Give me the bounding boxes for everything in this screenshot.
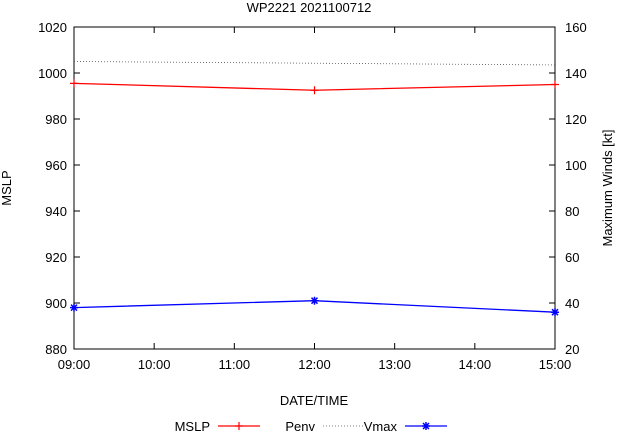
y2-axis-label: Maximum Winds [kt] bbox=[600, 129, 615, 246]
data-point bbox=[551, 80, 559, 89]
y2-tick-label: 80 bbox=[565, 204, 579, 219]
series-layer bbox=[70, 61, 559, 317]
y2-tick-label: 20 bbox=[565, 342, 579, 357]
x-tick-label: 12:00 bbox=[298, 357, 331, 372]
y2-tick-label: 120 bbox=[565, 112, 587, 127]
x-tick-label: 10:00 bbox=[138, 357, 171, 372]
y2-tick-label: 140 bbox=[565, 66, 587, 81]
series-line bbox=[73, 61, 556, 66]
y-tick-label: 920 bbox=[45, 250, 67, 265]
data-point bbox=[551, 308, 559, 317]
legend-label: MSLP bbox=[175, 419, 210, 432]
x-tick-label: 14:00 bbox=[459, 357, 492, 372]
series-penv bbox=[73, 61, 556, 66]
x-tick-label: 09:00 bbox=[58, 357, 91, 372]
y-tick-label: 880 bbox=[45, 342, 67, 357]
y-axis-left: 880 900 920 940 960 980 1000 1020 bbox=[38, 20, 555, 357]
y-tick-label: 940 bbox=[45, 204, 67, 219]
data-point bbox=[235, 422, 243, 430]
y2-tick-label: 40 bbox=[565, 296, 579, 311]
x-axis: 09:00 10:00 11:00 12:00 13:00 14:00 15:00 bbox=[58, 27, 572, 372]
y-tick-label: 980 bbox=[45, 112, 67, 127]
legend-item-mslp: MSLP bbox=[175, 419, 260, 432]
data-point bbox=[70, 303, 78, 312]
series-mslp bbox=[70, 79, 559, 95]
data-point bbox=[310, 86, 319, 95]
chart-title: WP2221 2021100712 bbox=[247, 0, 372, 15]
y-tick-label: 1000 bbox=[38, 66, 67, 81]
y2-tick-label: 100 bbox=[565, 158, 587, 173]
y2-tick-label: 60 bbox=[565, 250, 579, 265]
x-axis-label: DATE/TIME bbox=[280, 393, 349, 408]
y2-tick-label: 160 bbox=[565, 20, 587, 35]
x-tick-label: 13:00 bbox=[378, 357, 411, 372]
y-axis-label: MSLP bbox=[0, 170, 14, 205]
y-tick-label: 960 bbox=[45, 158, 67, 173]
y-tick-label: 900 bbox=[45, 296, 67, 311]
series-vmax bbox=[70, 296, 559, 317]
y-axis-right: 20 40 60 80 100 120 140 160 bbox=[565, 20, 587, 357]
x-tick-label: 15:00 bbox=[539, 357, 572, 372]
y-tick-label: 1020 bbox=[38, 20, 67, 35]
data-point bbox=[70, 79, 78, 88]
legend-label: Penv bbox=[285, 419, 315, 432]
legend-label: Vmax bbox=[364, 419, 398, 432]
data-point bbox=[310, 296, 319, 305]
x-tick-label: 11:00 bbox=[219, 357, 251, 372]
legend: MSLP Penv Vmax bbox=[175, 419, 447, 432]
legend-item-vmax: Vmax bbox=[364, 419, 447, 432]
legend-item-penv: Penv bbox=[285, 419, 365, 432]
data-point bbox=[422, 422, 430, 430]
